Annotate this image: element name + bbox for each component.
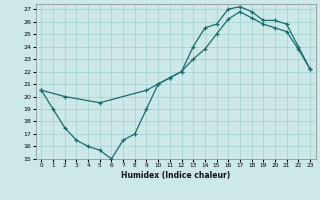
X-axis label: Humidex (Indice chaleur): Humidex (Indice chaleur) (121, 171, 230, 180)
